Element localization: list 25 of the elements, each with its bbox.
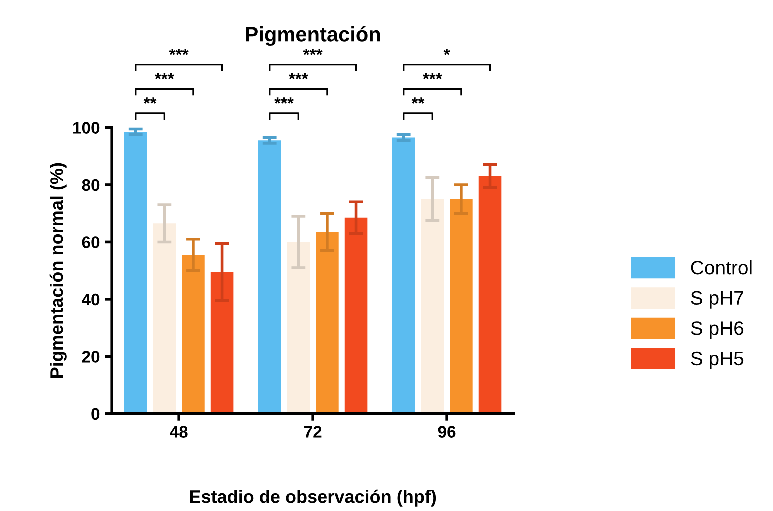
y-tick-label: 0 [92,408,100,420]
y-tick-label: 20 [82,351,100,363]
text: *** [303,49,323,56]
y-tick-label: 60 [82,236,100,248]
legend-label: S pH5 [691,352,744,370]
text: ** [144,98,157,104]
text: *** [422,73,442,80]
text: *** [288,73,308,80]
y-tick-label: 100 [74,122,100,134]
legend-label: S pH7 [691,291,744,309]
text: ** [412,98,425,104]
x-axis-title: Estadio de observación (hpf) [190,490,436,507]
legend-label: S pH6 [691,322,744,340]
x-tick-label: 96 [438,426,456,438]
legend-label: Control [691,260,752,275]
chart-title: Pigmentación [246,26,380,46]
x-tick-label: 72 [304,426,322,438]
y-axis-title: Pigmentación normal (%) [50,163,67,378]
text: *** [169,49,189,56]
text: * [444,49,450,56]
y-tick-label: 80 [82,179,100,192]
x-tick-label: 48 [170,426,188,438]
text: *** [274,98,294,104]
text: *** [154,73,174,80]
y-tick-label: 40 [82,294,100,306]
